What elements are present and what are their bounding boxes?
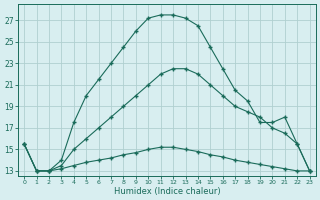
X-axis label: Humidex (Indice chaleur): Humidex (Indice chaleur) <box>114 187 220 196</box>
